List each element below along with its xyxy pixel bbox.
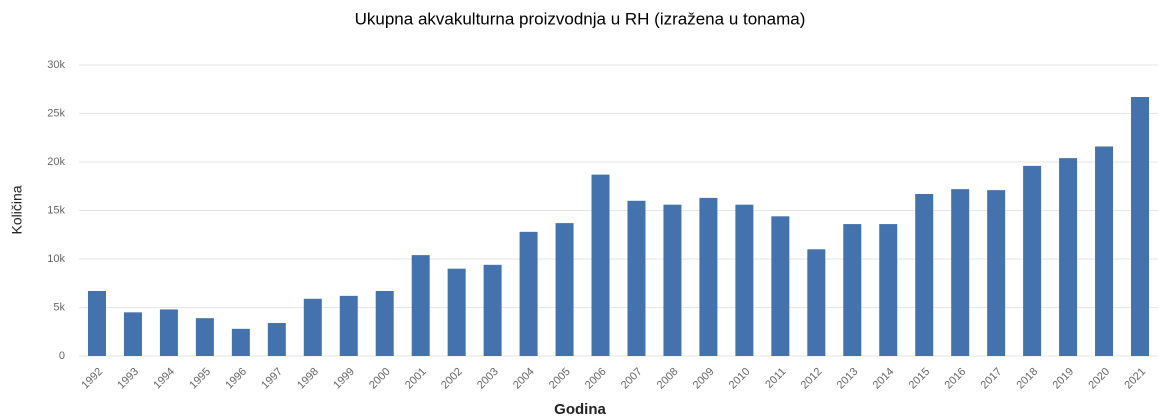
bar [699,197,718,356]
x-tick-label: 2010 [727,366,753,392]
bar [447,268,466,356]
x-axis-title: Godina [554,401,606,418]
bar [1023,165,1042,356]
x-tick-label: 1992 [79,366,105,392]
bar [915,194,934,356]
x-tick-label: 2001 [403,366,429,392]
bar [627,200,646,356]
x-tick-label: 2000 [367,366,393,392]
x-tick-label: 2012 [799,366,825,392]
bar [339,295,358,356]
x-tick-label: 1994 [151,366,177,392]
x-tick-label: 2017 [979,366,1005,392]
bar [483,264,502,356]
x-tick-label: 2003 [475,366,501,392]
x-tick-label: 2011 [763,366,788,391]
x-tick-label: 1997 [259,366,285,392]
x-tick-label: 2007 [619,366,645,392]
x-tick-label: 2020 [1086,366,1112,392]
y-tick-label: 5k [53,301,65,313]
x-tick-label: 2008 [655,366,681,392]
bar [807,249,826,356]
y-axis-title: Količina [9,185,25,234]
bar [87,291,106,356]
x-tick-label: 2005 [547,366,573,392]
x-tick-label: 2014 [871,366,897,392]
x-tick-label: 2009 [691,366,717,392]
bar [771,216,790,356]
bar [231,328,250,356]
x-tick-label: 1999 [331,366,357,392]
chart-title: Ukupna akvakulturna proizvodnja u RH (iz… [355,9,806,28]
bar [591,174,610,356]
x-tick-label: 2004 [511,366,537,392]
bar [267,323,286,356]
x-tick-label: 2013 [835,366,861,392]
bar [879,224,898,356]
bar [519,231,538,356]
bar [411,255,430,356]
y-tick-label: 30k [47,59,65,71]
bar [555,223,574,356]
bar [375,291,394,356]
x-tick-label: 1995 [187,366,213,392]
bar [987,190,1006,356]
bar [1059,158,1078,356]
bar [1131,97,1150,356]
y-tick-label: 15k [47,204,65,216]
bar [123,312,142,356]
x-tick-label: 1998 [295,366,321,392]
y-tick-label: 0 [59,350,65,362]
bar [735,204,754,356]
x-tick-label: 2015 [907,366,933,392]
x-tick-label: 2006 [583,366,609,392]
bar [1095,146,1114,356]
bar [159,309,178,356]
x-tick-label: 1996 [223,366,249,392]
bar [843,224,862,356]
x-tick-label: 2019 [1050,366,1076,392]
bar [951,189,970,356]
y-tick-label: 20k [47,156,65,168]
y-tick-label: 10k [47,253,65,265]
x-tick-label: 1993 [115,366,141,392]
bar [303,298,322,356]
x-tick-label: 2016 [943,366,969,392]
bar [663,204,682,356]
x-tick-label: 2002 [439,366,465,392]
y-tick-label: 25k [47,107,65,119]
x-tick-label: 2021 [1122,366,1148,392]
bar [195,318,214,356]
x-tick-label: 2018 [1014,366,1040,392]
